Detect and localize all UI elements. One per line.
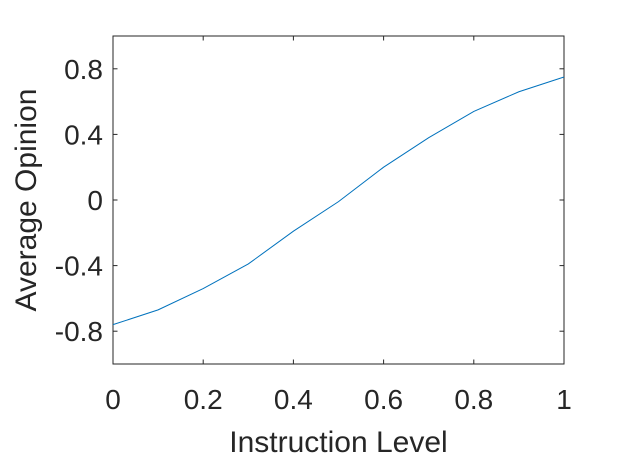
y-tick-label: 0.4 — [64, 119, 103, 150]
x-tick-label: 0 — [105, 384, 121, 415]
x-axis-label: Instruction Level — [229, 426, 447, 459]
y-tick-labels: -0.8 -0.4 0 0.4 0.8 — [55, 54, 103, 347]
y-tick-label: 0 — [87, 185, 103, 216]
y-tick-label: 0.8 — [64, 54, 103, 85]
y-tick-label: -0.8 — [55, 316, 103, 347]
axis-ticks — [112, 36, 565, 364]
x-tick-label: 0.6 — [364, 384, 403, 415]
y-tick-label: -0.4 — [55, 251, 103, 282]
plot-area — [112, 35, 565, 365]
x-tick-label: 0.2 — [184, 384, 223, 415]
x-tick-labels: 0 0.2 0.4 0.6 0.8 1 — [105, 384, 572, 415]
y-axis-label: Average Opinion — [10, 89, 43, 312]
series-line — [112, 76, 565, 326]
x-tick-label: 1 — [556, 384, 572, 415]
x-tick-label: 0.8 — [454, 384, 493, 415]
x-tick-label: 0.4 — [274, 384, 313, 415]
